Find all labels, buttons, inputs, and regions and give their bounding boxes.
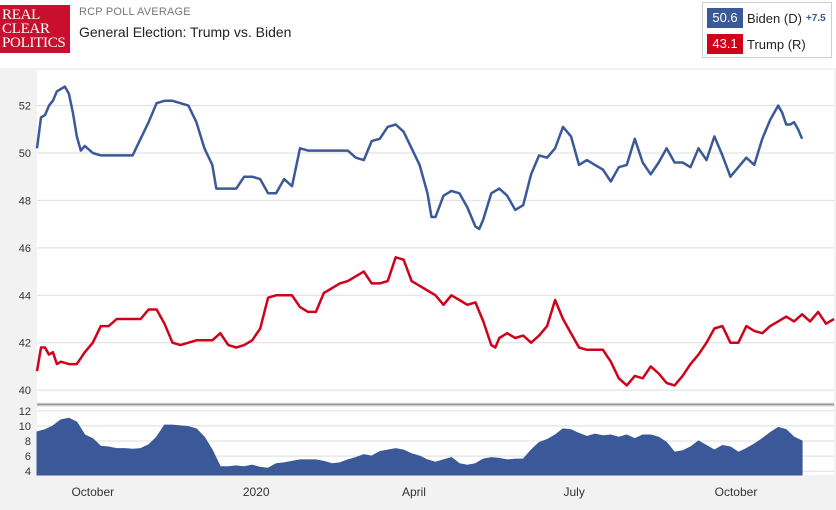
x-tick-label: July bbox=[564, 485, 585, 499]
legend-row-trump[interactable]: 43.1 Trump (R) bbox=[707, 32, 827, 56]
spread-y-tick-label: 8 bbox=[25, 436, 31, 448]
chart-area: 40 42 44 46 48 50 52 4 6 8 10 12 October 2020 April J… bbox=[0, 68, 836, 510]
x-tick-label: October bbox=[71, 485, 114, 499]
main-plot-background bbox=[37, 70, 834, 402]
main-y-tick-label: 40 bbox=[19, 385, 31, 397]
main-y-tick-label: 42 bbox=[19, 338, 31, 350]
poll-average-label: RCP POLL AVERAGE bbox=[79, 6, 191, 18]
trump-name: Trump (R) bbox=[747, 36, 806, 52]
biden-line[interactable] bbox=[35, 85, 804, 231]
main-y-tick-label: 50 bbox=[19, 148, 31, 160]
x-tick-label: April bbox=[402, 485, 426, 499]
spread-y-tick-label: 10 bbox=[19, 421, 31, 433]
chart-header: REAL CLEAR POLITICS RCP POLL AVERAGE Gen… bbox=[0, 0, 836, 68]
trump-value-badge: 43.1 bbox=[707, 34, 743, 54]
spread-y-tick-label: 12 bbox=[19, 406, 31, 418]
spread-series bbox=[36, 417, 803, 476]
x-axis: October 2020 April July October bbox=[71, 485, 757, 499]
biden-spread: +7.5 bbox=[805, 12, 826, 24]
trump-line[interactable] bbox=[35, 256, 835, 387]
poll-title: General Election: Trump vs. Biden bbox=[79, 24, 292, 40]
spread-area[interactable] bbox=[36, 417, 803, 476]
biden-name: Biden (D) bbox=[747, 10, 802, 26]
rcp-logo[interactable]: REAL CLEAR POLITICS bbox=[0, 5, 70, 53]
main-y-tick-label: 46 bbox=[19, 243, 31, 255]
x-tick-label: 2020 bbox=[243, 485, 270, 499]
main-y-tick-label: 52 bbox=[19, 101, 31, 113]
candidate-legend: 50.6 Biden (D) +7.5 43.1 Trump (R) bbox=[702, 2, 832, 58]
x-tick-label: October bbox=[715, 485, 758, 499]
spread-y-axis: 4 6 8 10 12 bbox=[19, 406, 31, 478]
legend-row-biden[interactable]: 50.6 Biden (D) +7.5 bbox=[707, 6, 827, 30]
logo-line-1: REAL bbox=[2, 7, 40, 23]
biden-value-badge: 50.6 bbox=[707, 8, 743, 28]
spread-y-tick-label: 6 bbox=[25, 451, 31, 463]
logo-line-3: POLITICS bbox=[2, 35, 66, 51]
main-y-axis: 40 42 44 46 48 50 52 bbox=[19, 101, 31, 398]
spread-y-tick-label: 4 bbox=[25, 466, 31, 478]
logo-line-2: CLEAR bbox=[2, 21, 50, 37]
main-series bbox=[35, 85, 835, 387]
main-y-tick-label: 48 bbox=[19, 195, 31, 207]
main-y-tick-label: 44 bbox=[19, 290, 31, 302]
